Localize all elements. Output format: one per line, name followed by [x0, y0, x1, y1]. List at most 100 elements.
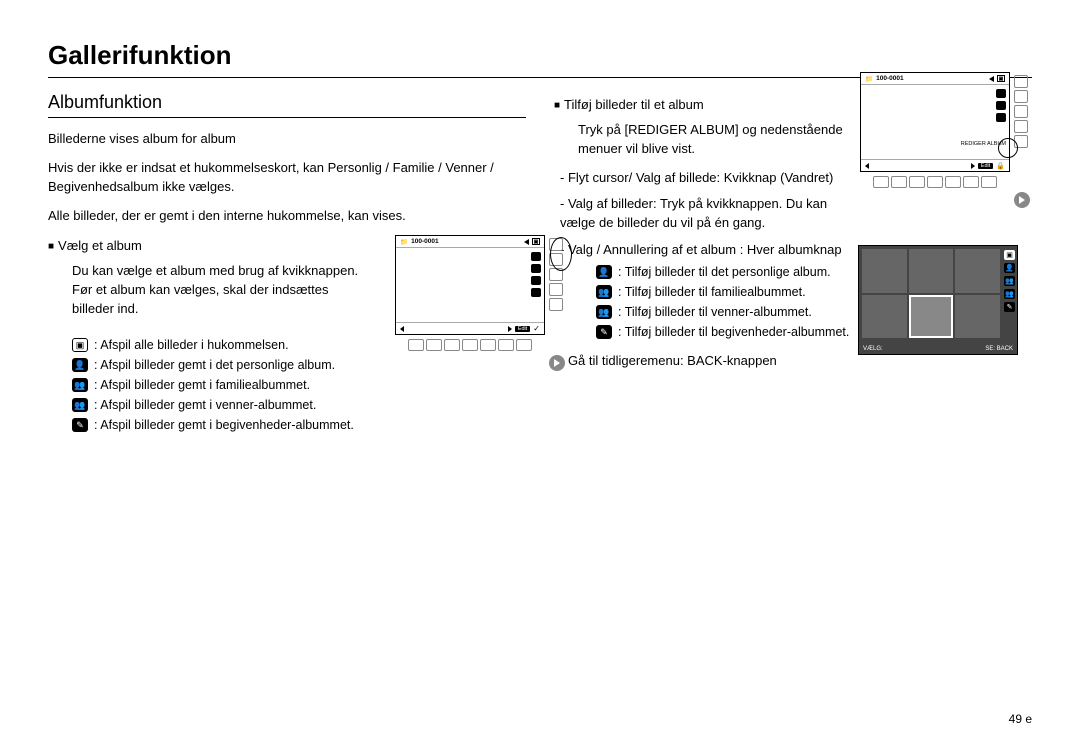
folder-icon: 📁: [865, 75, 873, 83]
lcd-top-bar: 📁 100-0001 ▣: [396, 236, 544, 248]
arrow-left-icon: [524, 239, 529, 245]
album-friends-icon: 👥: [1004, 289, 1015, 299]
side-button-column: [1014, 75, 1028, 148]
album-personal-icon: 👤: [596, 265, 612, 279]
thumbnail-cell: [955, 295, 1000, 339]
side-icon: [531, 264, 541, 273]
album-all-icon: ▣: [532, 238, 540, 245]
thumbnail-cell: [909, 249, 954, 293]
side-icon: [996, 113, 1006, 122]
album-all-icon: ▣: [997, 75, 1005, 82]
album-all-icon: ▣: [72, 338, 88, 352]
hw-button: [1014, 105, 1028, 118]
back-label: SE: BACK: [985, 346, 1013, 352]
album-events-icon: ✎: [72, 418, 88, 432]
arrow-left-icon: [400, 326, 404, 332]
icon-row-label: : Tilføj billeder til det personlige alb…: [618, 262, 831, 282]
album-family-icon: 👥: [72, 378, 88, 392]
hw-button: [549, 298, 563, 311]
icon-row-label: : Afspil alle billeder i hukommelsen.: [94, 335, 289, 355]
side-icon: [531, 276, 541, 285]
lcd-thumbnail-grid: ▣ 👤 👥 👥 ✎ VÆLG: SE: BACK: [858, 245, 1018, 355]
section-title-album: Albumfunktion: [48, 92, 526, 118]
album-friends-icon: 👥: [72, 398, 88, 412]
select-label: VÆLG:: [863, 346, 883, 352]
hw-button: [462, 339, 478, 351]
hw-button: [1014, 90, 1028, 103]
arrow-left-icon: [865, 163, 869, 169]
lcd-bottom-bar: Edit: [396, 322, 544, 334]
intro-text-3: Alle billeder, der er gemt i den interne…: [48, 207, 526, 226]
callout-circle: [998, 138, 1018, 158]
hw-button: [1014, 75, 1028, 88]
side-icon: [531, 288, 541, 297]
icon-row-label: : Afspil billeder gemt i venner-albummet…: [94, 395, 316, 415]
hw-button: [981, 176, 997, 188]
icon-row-label: : Afspil billeder gemt i familiealbummet…: [94, 375, 310, 395]
icon-row-friends: 👥 : Afspil billeder gemt i venner-albumm…: [48, 395, 526, 415]
dash-line-3: - Valg / Annullering af et album : Hver …: [554, 241, 864, 260]
arrow-right-icon: [971, 163, 975, 169]
lcd-screen: 📁 100-0001 ▣ REDIGER ALBUM Edit 🔒: [860, 72, 1010, 172]
folder-label: 100-0001: [876, 75, 903, 82]
hw-button: [873, 176, 889, 188]
icon-row-personal: 👤 : Afspil billeder gemt i det personlig…: [48, 355, 526, 375]
lcd-mockup-left: 📁 100-0001 ▣ Edit: [395, 235, 545, 351]
thumbnail-cell: [862, 249, 907, 293]
hw-button: [945, 176, 961, 188]
album-all-icon: ▣: [1004, 250, 1015, 260]
edit-label: Edit: [515, 326, 530, 332]
folder-label: 100-0001: [411, 238, 438, 245]
callout-circle: [550, 237, 572, 271]
hw-button: [549, 283, 563, 296]
edit-label: Edit: [978, 163, 993, 169]
arrow-right-icon: [508, 326, 512, 332]
icon-row-label: : Afspil billeder gemt i det personlige …: [94, 355, 335, 375]
add-images-text: Tryk på [REDIGER ALBUM] og nedenstående …: [554, 121, 854, 159]
dash-line-2: - Valg af billeder: Tryk på kvikknappen.…: [554, 195, 854, 233]
intro-text-1: Billederne vises album for album: [48, 130, 526, 149]
lcd-screen: 📁 100-0001 ▣ Edit: [395, 235, 545, 335]
lock-icon: 🔒: [996, 162, 1005, 170]
lcd-side-icons: [531, 252, 541, 297]
side-icon: [531, 252, 541, 261]
hw-button: [963, 176, 979, 188]
hw-button: [927, 176, 943, 188]
album-family-icon: 👥: [596, 285, 612, 299]
album-personal-icon: 👤: [72, 358, 88, 372]
hw-button: [444, 339, 460, 351]
bottom-button-row: [395, 339, 545, 351]
select-album-text: Du kan vælge et album med brug af kvikkn…: [48, 262, 368, 319]
lcd-side-icons: [996, 89, 1006, 122]
thumbnail-cell-selected: [909, 295, 954, 339]
icon-row-label: : Tilføj billeder til venner-albummet.: [618, 302, 812, 322]
side-icon: [996, 101, 1006, 110]
play-button-icon: [1014, 192, 1030, 208]
album-events-icon: ✎: [1004, 302, 1015, 312]
lcd-dark-bottom-bar: VÆLG: SE: BACK: [863, 346, 1013, 352]
hw-button: [480, 339, 496, 351]
bottom-button-row: [860, 176, 1010, 188]
icon-row-label: : Tilføj billeder til familiealbummet.: [618, 282, 806, 302]
lcd-bottom-bar: Edit 🔒: [861, 159, 1009, 171]
album-events-icon: ✎: [596, 325, 612, 339]
hw-button: [426, 339, 442, 351]
hw-button: [909, 176, 925, 188]
icon-row-events: ✎ : Afspil billeder gemt i begivenheder-…: [48, 415, 526, 435]
play-button-icon: [549, 355, 565, 371]
album-family-icon: 👥: [1004, 276, 1015, 286]
icon-row-label: : Tilføj billeder til begivenheder-album…: [618, 322, 849, 342]
hw-button: [1014, 120, 1028, 133]
icon-row-family: 👥 : Afspil billeder gemt i familiealbumm…: [48, 375, 526, 395]
folder-icon: 📁: [400, 238, 408, 246]
hw-button: [516, 339, 532, 351]
lcd-mockup-right: 📁 100-0001 ▣ REDIGER ALBUM Edit 🔒: [860, 72, 1010, 188]
album-friends-icon: 👥: [596, 305, 612, 319]
thumbnail-grid: [862, 249, 1000, 338]
check-icon: [533, 324, 540, 333]
side-icon: [996, 89, 1006, 98]
hw-button: [498, 339, 514, 351]
arrow-left-icon: [989, 76, 994, 82]
album-personal-icon: 👤: [1004, 263, 1015, 273]
page-number: 49 e: [1009, 712, 1032, 726]
